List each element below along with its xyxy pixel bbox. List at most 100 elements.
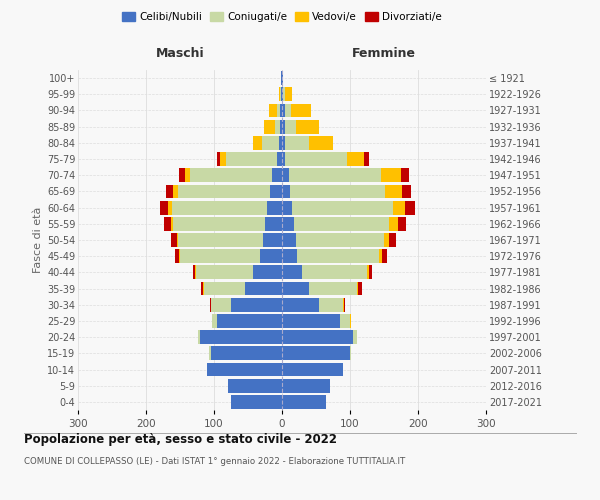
Bar — [282, 314, 340, 328]
Bar — [209, 346, 211, 360]
Bar — [282, 217, 294, 230]
Bar — [203, 282, 204, 296]
Bar — [282, 298, 319, 312]
Bar — [207, 362, 282, 376]
Bar — [176, 233, 178, 247]
Bar — [245, 282, 282, 296]
Legend: Celibi/Nubili, Coniugati/e, Vedovi/e, Divorziati/e: Celibi/Nubili, Coniugati/e, Vedovi/e, Di… — [118, 8, 446, 26]
Bar — [282, 136, 286, 149]
Bar — [171, 217, 173, 230]
Bar — [217, 314, 282, 328]
Bar — [199, 330, 200, 344]
Bar — [265, 120, 275, 134]
Bar — [292, 200, 393, 214]
Bar — [405, 200, 415, 214]
Bar — [282, 395, 326, 409]
Bar — [201, 282, 203, 296]
Bar — [169, 200, 172, 214]
Bar — [282, 346, 350, 360]
Bar — [280, 88, 281, 101]
Bar — [231, 298, 282, 312]
Bar — [282, 330, 353, 344]
Bar — [178, 233, 263, 247]
Bar — [282, 184, 290, 198]
Text: Popolazione per età, sesso e stato civile - 2022: Popolazione per età, sesso e stato civil… — [24, 432, 337, 446]
Bar — [260, 250, 282, 263]
Bar — [179, 250, 180, 263]
Bar — [347, 152, 364, 166]
Bar — [160, 200, 169, 214]
Bar — [283, 88, 285, 101]
Bar — [210, 298, 211, 312]
Bar — [173, 217, 265, 230]
Bar — [296, 120, 319, 134]
Bar — [190, 168, 272, 182]
Bar — [290, 184, 385, 198]
Bar — [265, 217, 282, 230]
Bar — [282, 282, 309, 296]
Bar — [277, 152, 282, 166]
Bar — [282, 104, 286, 118]
Bar — [166, 184, 173, 198]
Bar — [364, 152, 369, 166]
Bar — [275, 120, 280, 134]
Bar — [269, 104, 277, 118]
Bar — [282, 362, 343, 376]
Bar — [204, 282, 245, 296]
Bar — [286, 120, 296, 134]
Bar — [253, 266, 282, 280]
Bar — [175, 250, 179, 263]
Bar — [285, 88, 292, 101]
Bar — [282, 266, 302, 280]
Bar — [211, 298, 231, 312]
Bar — [172, 200, 267, 214]
Bar — [226, 152, 277, 166]
Bar — [309, 136, 333, 149]
Bar — [267, 200, 282, 214]
Bar — [403, 184, 410, 198]
Bar — [389, 233, 396, 247]
Bar — [286, 152, 347, 166]
Bar — [280, 104, 282, 118]
Bar — [353, 330, 357, 344]
Text: Femmine: Femmine — [352, 48, 416, 60]
Bar — [358, 282, 362, 296]
Bar — [344, 298, 345, 312]
Bar — [281, 88, 282, 101]
Bar — [286, 136, 309, 149]
Bar — [343, 298, 344, 312]
Bar — [291, 104, 311, 118]
Bar — [231, 395, 282, 409]
Bar — [282, 88, 283, 101]
Bar — [282, 152, 286, 166]
Bar — [393, 200, 405, 214]
Bar — [196, 266, 253, 280]
Bar — [178, 184, 270, 198]
Bar — [253, 136, 262, 149]
Bar — [193, 266, 195, 280]
Bar — [263, 233, 282, 247]
Bar — [270, 184, 282, 198]
Bar — [185, 168, 190, 182]
Bar — [171, 233, 176, 247]
Bar — [212, 314, 217, 328]
Bar — [282, 200, 292, 214]
Bar — [220, 152, 226, 166]
Bar — [350, 346, 352, 360]
Bar — [385, 184, 403, 198]
Bar — [282, 168, 289, 182]
Bar — [398, 217, 406, 230]
Bar — [282, 379, 329, 392]
Bar — [319, 298, 343, 312]
Bar — [289, 168, 380, 182]
Bar — [297, 250, 379, 263]
Bar — [309, 282, 357, 296]
Bar — [278, 136, 282, 149]
Bar — [369, 266, 373, 280]
Bar — [278, 88, 280, 101]
Bar — [367, 266, 369, 280]
Bar — [217, 152, 220, 166]
Bar — [357, 282, 358, 296]
Bar — [282, 120, 286, 134]
Bar — [180, 250, 260, 263]
